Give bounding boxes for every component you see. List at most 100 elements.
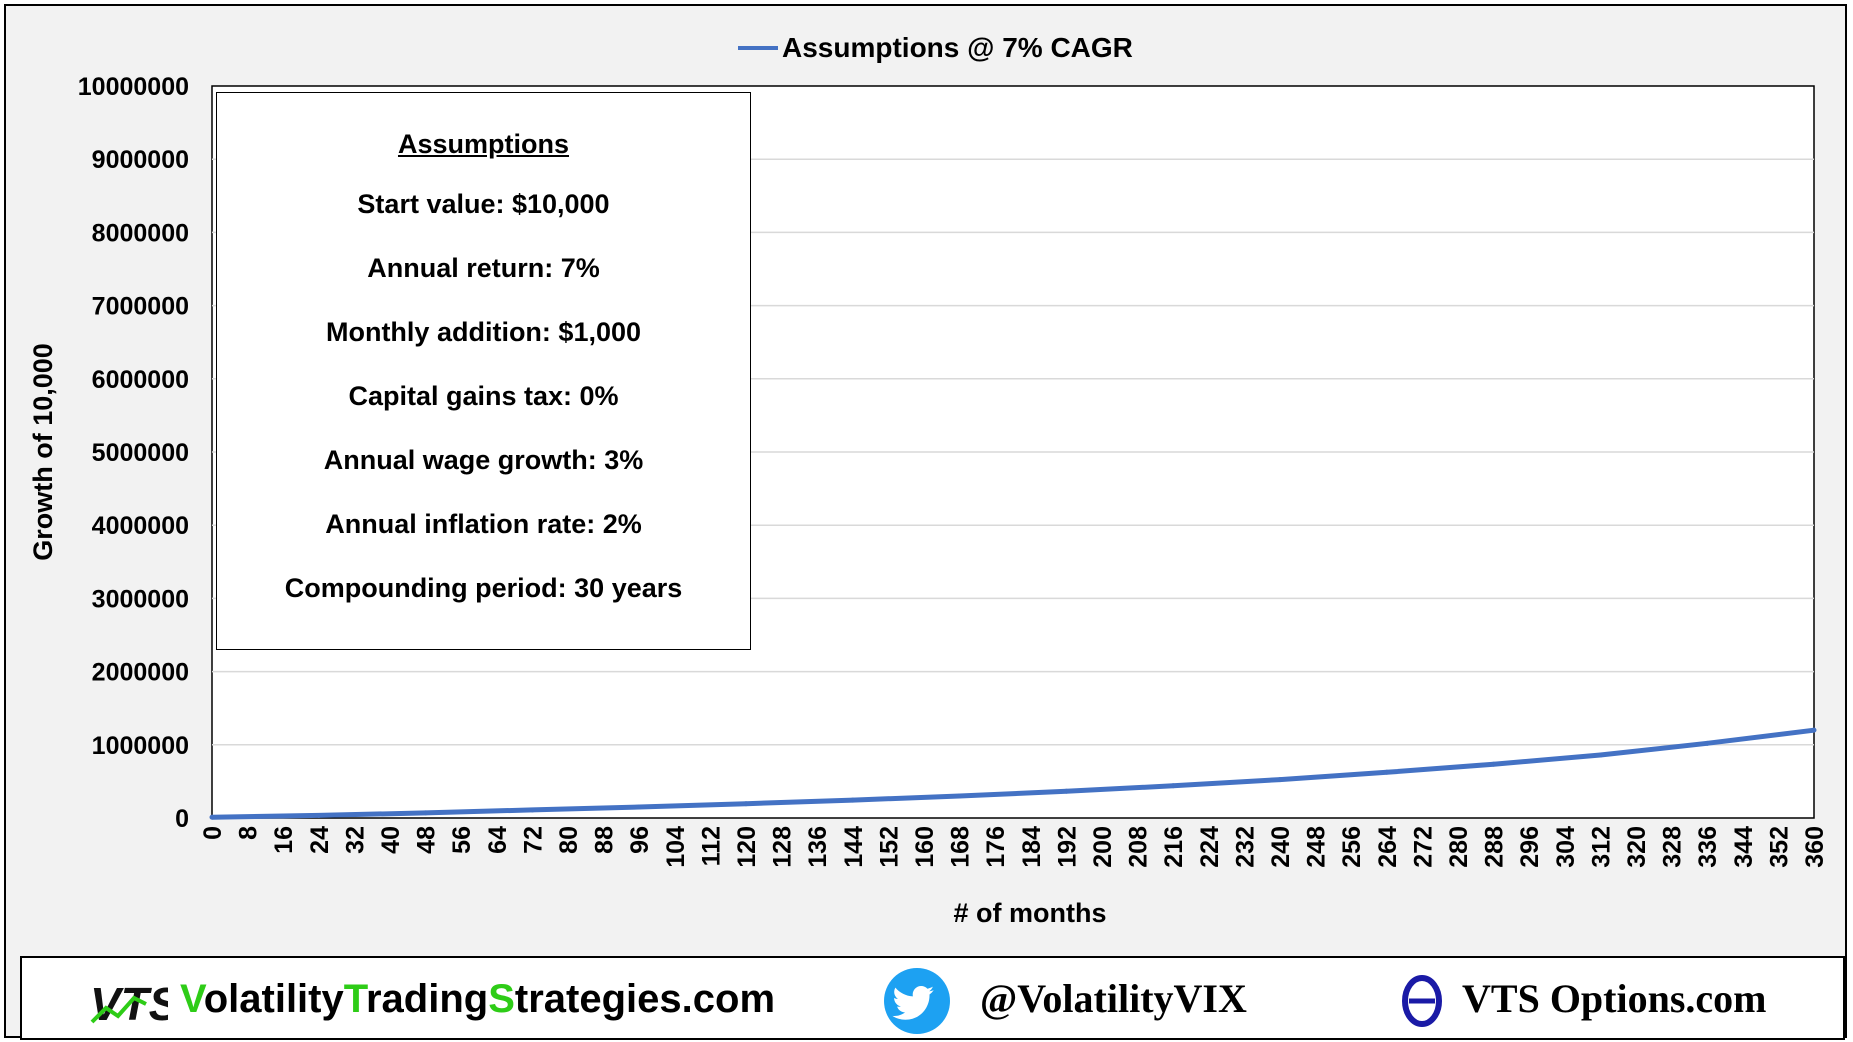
- x-tick-label: 120: [733, 826, 761, 868]
- x-tick-label: 160: [911, 826, 939, 868]
- x-tick-label: 208: [1125, 826, 1153, 868]
- x-tick-label: 304: [1552, 826, 1580, 868]
- x-tick-label: 112: [697, 826, 725, 866]
- x-tick-label: 152: [875, 826, 903, 868]
- assumption-monthly-addition: Monthly addition: $1,000: [325, 317, 642, 347]
- series-point: [1811, 727, 1817, 733]
- series-point: [423, 810, 429, 816]
- series-point: [957, 793, 963, 799]
- x-tick-label: 184: [1018, 826, 1046, 868]
- theta-icon: [1402, 975, 1442, 1027]
- x-axis-title: # of months: [954, 898, 1107, 928]
- assumption-annual-return: Annual return: 7%: [367, 253, 600, 283]
- x-tick-label: 240: [1267, 826, 1295, 868]
- y-tick-label: 2000000: [92, 659, 189, 687]
- x-tick-label: 216: [1160, 826, 1188, 868]
- site-part-trategies: trategies.com: [514, 977, 776, 1021]
- x-tick-label: 296: [1516, 826, 1544, 868]
- x-tick-label: 320: [1623, 826, 1651, 868]
- y-tick-label: 6000000: [92, 366, 189, 394]
- series-point: [1277, 777, 1283, 783]
- y-tick-label: 0: [175, 805, 189, 833]
- x-tick-label: 40: [377, 826, 405, 854]
- series-point: [1597, 752, 1603, 758]
- x-tick-label: 64: [484, 826, 512, 854]
- x-tick-label: 280: [1445, 826, 1473, 868]
- x-tick-label: 312: [1587, 826, 1615, 868]
- y-axis-ticks: 0 1000000 2000000 3000000 4000000 5000000 6000…: [78, 73, 189, 833]
- x-tick-label: 336: [1694, 826, 1722, 868]
- chart-frame: Assumptions @ 7% CAGR 0 1000000 2000000 300…: [4, 4, 1847, 1040]
- x-tick-label: 72: [519, 826, 547, 854]
- x-tick-label: 288: [1481, 826, 1509, 868]
- x-tick-label: 8: [235, 826, 263, 840]
- x-axis-ticks: 0 8 16 24 32 40 48 56 64 72 80 88 96 104 112 120 128 136 1…: [199, 826, 1829, 868]
- twitter-bird-icon: [884, 968, 950, 1034]
- x-tick-label: 104: [662, 826, 690, 868]
- series-point: [1491, 761, 1497, 767]
- series-point: [850, 797, 856, 803]
- x-tick-label: 24: [306, 826, 334, 854]
- x-tick-label: 88: [591, 826, 619, 854]
- vts-website-link[interactable]: VolatilityTradingStrategies.com: [180, 976, 775, 1022]
- y-tick-label: 9000000: [92, 146, 189, 174]
- x-tick-label: 144: [840, 826, 868, 868]
- vts-logo-icon: VTS: [90, 978, 168, 1030]
- site-part-v: V: [180, 977, 204, 1021]
- site-part-t: T: [343, 977, 366, 1021]
- twitter-handle-link[interactable]: @VolatilityVIX: [980, 976, 1247, 1021]
- series-point: [743, 801, 749, 807]
- x-tick-label: 272: [1409, 826, 1437, 868]
- vts-options-link[interactable]: VTS Options.com: [1462, 976, 1767, 1021]
- x-tick-label: 176: [982, 826, 1010, 868]
- assumptions-box: Assumptions Start value: $10,000 Annual …: [216, 92, 751, 650]
- x-tick-label: 32: [341, 826, 369, 854]
- assumption-capital-gains-tax: Capital gains tax: 0%: [348, 381, 619, 411]
- x-tick-label: 0: [199, 826, 227, 840]
- x-tick-label: 16: [270, 826, 298, 854]
- x-tick-label: 128: [769, 826, 797, 868]
- assumption-compounding-period: Compounding period: 30 years: [284, 573, 683, 603]
- y-tick-label: 10000000: [78, 73, 189, 101]
- series-point: [209, 814, 215, 820]
- x-tick-label: 256: [1338, 826, 1366, 868]
- legend-label: Assumptions @ 7% CAGR: [782, 32, 1133, 63]
- y-axis-title: Growth of 10,000: [28, 343, 58, 561]
- site-part-s: S: [488, 977, 515, 1021]
- site-part-olatility: olatility: [203, 977, 344, 1021]
- x-tick-label: 232: [1231, 826, 1259, 868]
- assumption-wage-growth: Annual wage growth: 3%: [323, 445, 644, 475]
- x-tick-label: 344: [1730, 826, 1758, 868]
- x-tick-label: 168: [947, 826, 975, 868]
- assumption-start-value: Start value: $10,000: [357, 189, 610, 219]
- site-part-rading: rading: [365, 977, 489, 1021]
- series-point: [636, 804, 642, 810]
- y-tick-label: 4000000: [92, 512, 189, 540]
- x-tick-label: 96: [626, 826, 654, 854]
- x-tick-label: 224: [1196, 826, 1224, 868]
- legend: Assumptions @ 7% CAGR: [738, 32, 1133, 63]
- x-tick-label: 80: [555, 826, 583, 854]
- assumptions-title: Assumptions: [397, 129, 570, 159]
- assumption-inflation-rate: Annual inflation rate: 2%: [325, 509, 642, 539]
- x-tick-label: 200: [1089, 826, 1117, 868]
- series-point: [316, 812, 322, 818]
- series-point: [1170, 783, 1176, 789]
- x-tick-label: 48: [413, 826, 441, 854]
- x-tick-label: 328: [1659, 826, 1687, 868]
- y-tick-label: 1000000: [92, 732, 189, 760]
- y-tick-label: 8000000: [92, 219, 189, 247]
- series-points: [209, 727, 1817, 820]
- series-point: [1704, 740, 1710, 746]
- footer-banner: VTS VolatilityTradingStrategies.com @Vol…: [20, 956, 1845, 1040]
- y-tick-label: 7000000: [92, 293, 189, 321]
- series-point: [529, 807, 535, 813]
- x-tick-label: 136: [804, 826, 832, 868]
- x-tick-label: 264: [1374, 826, 1402, 868]
- series-point: [1384, 769, 1390, 775]
- series-line: [211, 727, 1815, 820]
- x-tick-label: 352: [1765, 826, 1793, 868]
- x-tick-label: 360: [1801, 826, 1829, 868]
- x-tick-label: 248: [1303, 826, 1331, 868]
- y-tick-label: 5000000: [92, 439, 189, 467]
